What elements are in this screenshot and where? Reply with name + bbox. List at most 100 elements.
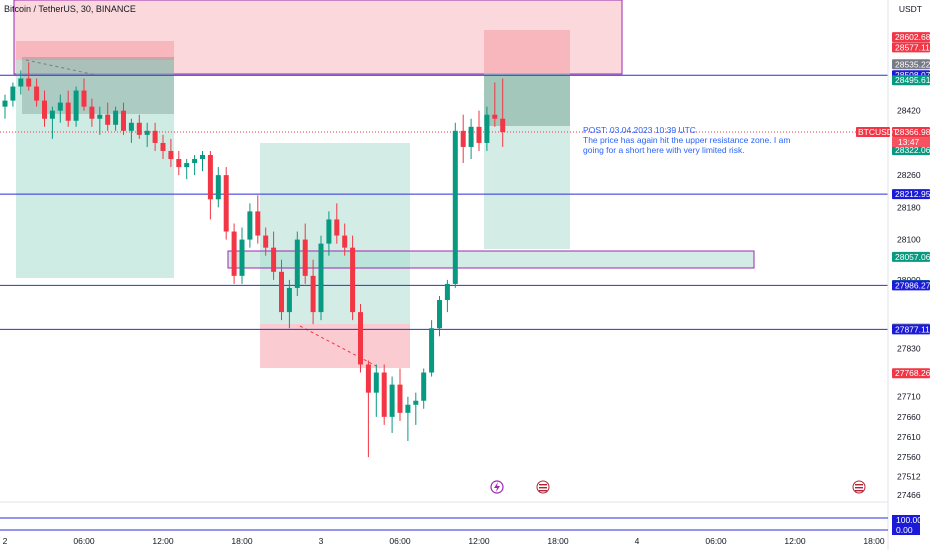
event-icons (490, 480, 866, 494)
candle-body (271, 247, 277, 272)
price-tick-label: 28180 (897, 202, 921, 212)
candle-body (168, 150, 174, 160)
price-label: 28602.68 (895, 32, 931, 42)
price-label: 28322.06 (895, 145, 931, 155)
indicator-label-box-1 (892, 515, 920, 525)
candle-body (437, 300, 442, 329)
price-label: 28508.07 (895, 70, 931, 80)
candle-body (18, 78, 24, 87)
flag-stripe (855, 490, 863, 492)
candle-body (302, 239, 308, 276)
price-label-box (892, 189, 930, 200)
candle-body (215, 175, 221, 200)
short-entry-zone-1 (22, 57, 174, 114)
price-label: 28495.61 (895, 75, 931, 85)
lightning-bolt-icon (494, 482, 500, 492)
indicator-label-1: 100.00 (896, 515, 922, 525)
price-label: 27986.27 (895, 280, 931, 290)
time-tick-label: 18:00 (231, 536, 253, 546)
countdown-box (892, 137, 930, 148)
candle-body (350, 247, 356, 313)
candle-body (310, 275, 316, 313)
candle-body (81, 90, 87, 107)
candle-body (247, 211, 253, 240)
price-tick-label: 28260 (897, 170, 921, 180)
price-label-box (892, 59, 930, 70)
price-label: 28057.06 (895, 252, 931, 262)
current-symbol-label: BTCUSDT (858, 127, 898, 137)
price-label-box (892, 251, 930, 262)
candle-body (207, 154, 213, 200)
candle-body (334, 219, 340, 236)
time-tick-label: 12:00 (784, 536, 806, 546)
indicator-label-box-2 (892, 525, 920, 535)
price-label-box (892, 145, 930, 156)
time-tick-label: 4 (635, 536, 640, 546)
flag-stripe (539, 484, 547, 486)
resistance-support-lines (0, 74, 888, 330)
candle-body (500, 118, 506, 133)
short-target-zone-2 (484, 126, 570, 249)
symbol-title: Bitcoin / TetherUS, 30, BINANCE (4, 4, 136, 14)
candle-body (34, 86, 40, 101)
trade-note: POST: 03.04.2023 10:39 UTC The price has… (583, 125, 813, 155)
candle-body (152, 130, 158, 143)
candle-body (26, 78, 32, 87)
candle-body (413, 400, 419, 405)
candle-body (144, 130, 150, 135)
candle-body (358, 312, 363, 365)
price-tick-label: 28100 (897, 235, 921, 245)
price-axis[interactable]: 28420 28260 28180 28100 28000 27830 27710 27660… (856, 0, 931, 550)
time-tick-label: 12:00 (152, 536, 174, 546)
price-label: 28212.95 (895, 189, 931, 199)
candle-body (294, 239, 300, 288)
candle-body (57, 102, 63, 111)
short-target-zone-1 (16, 60, 174, 278)
price-tick-label: 27830 (897, 343, 921, 353)
candle-body (42, 100, 47, 119)
candle-body (492, 114, 498, 119)
candle-body (223, 175, 229, 232)
candle-body (373, 372, 379, 393)
candle-body (405, 404, 411, 413)
support-zone (227, 250, 755, 269)
candle-body (121, 110, 126, 131)
price-label: 28577.11 (895, 42, 930, 52)
short-stop-zone-1 (16, 41, 174, 60)
time-axis[interactable]: 2 06:00 12:00 18:00 3 06:00 12:00 18:00 4 06:00 12… (0, 501, 888, 546)
note-line-2: The price has again hit the upper resist… (583, 135, 791, 155)
flag-stripe (855, 484, 863, 486)
price-label: 28366.98 (895, 127, 931, 137)
candle-body (484, 114, 490, 143)
countdown-label: 13:47 (898, 137, 920, 147)
time-tick-label: 2 (3, 536, 8, 546)
candle-body (444, 283, 450, 301)
candle-body (89, 106, 95, 119)
time-tick-label: 06:00 (705, 536, 727, 546)
price-label: 27768.26 (895, 368, 931, 378)
price-label-box (892, 280, 930, 291)
price-label-box (892, 42, 930, 53)
price-tick-label: 27466 (897, 490, 921, 500)
current-symbol-box (856, 127, 890, 138)
drawing-zones (0, 0, 888, 369)
candle-body (429, 328, 435, 373)
price-tick-label: 28420 (897, 106, 921, 116)
candle-body (2, 100, 8, 107)
candle-body (421, 372, 427, 401)
candles (2, 62, 506, 458)
candle-body (10, 86, 16, 101)
candle-body (97, 114, 103, 119)
candle-body (397, 384, 403, 413)
note-line-1: POST: 03.04.2023 10:39 UTC (583, 125, 696, 135)
long-stop-zone (260, 324, 410, 368)
time-tick-label: 06:00 (389, 536, 411, 546)
flag-stripe (539, 490, 547, 492)
candle-body (326, 219, 332, 244)
price-tick-label: 28000 (897, 275, 921, 285)
flag-stripe (855, 487, 863, 489)
time-tick-label: 12:00 (468, 536, 490, 546)
candle-body (468, 126, 474, 147)
time-tick-label: 3 (319, 536, 324, 546)
